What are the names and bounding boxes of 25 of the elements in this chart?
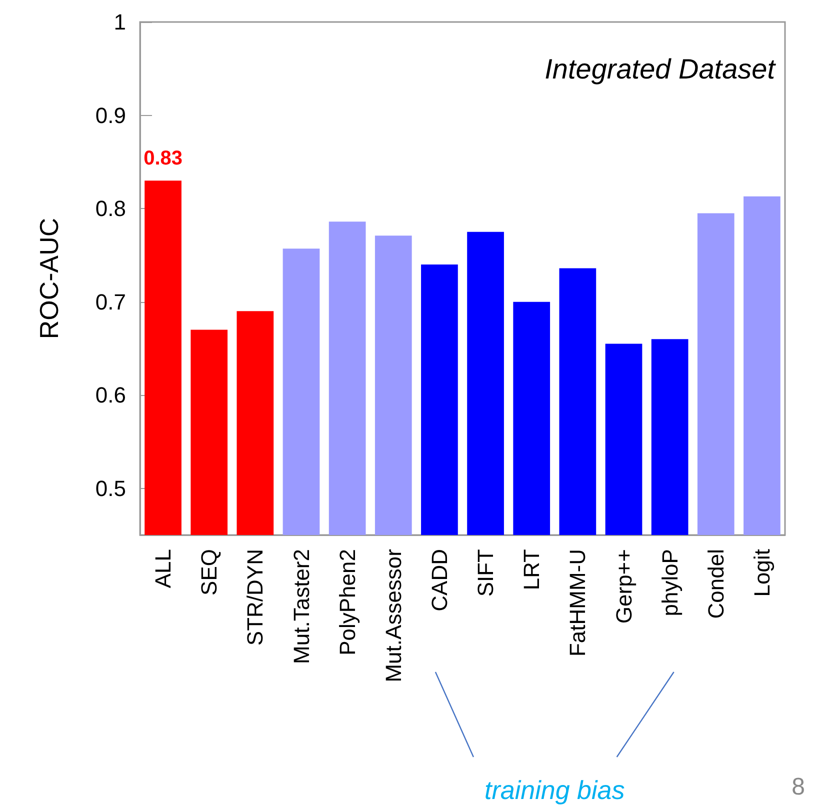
text: training bias (484, 775, 625, 805)
x-tick-label: CADD (426, 549, 452, 612)
x-tick-label: FatHMM-U (565, 549, 590, 657)
y-tick-label: 1 (114, 10, 126, 34)
y-tick-label: 0.8 (95, 196, 126, 222)
x-tick-label: Gerp++ (611, 549, 636, 624)
x-tick-label: PolyPhen2 (334, 549, 360, 656)
x-tick-label: LRT (519, 549, 544, 590)
x-tick-label: SIFT (473, 549, 498, 597)
y-axis-title: ROC-AUC (34, 218, 64, 340)
x-tick-label: ALL (150, 549, 176, 588)
y-tick-label: 0.7 (95, 289, 126, 314)
text: 8 (792, 774, 806, 800)
x-tick-label: SEQ (196, 549, 222, 596)
data-label: 0.83 (144, 148, 183, 170)
y-tick-label: 0.6 (95, 382, 126, 408)
x-tick-label: Mut.Assessor (380, 549, 406, 682)
annotation: Integrated Dataset (544, 54, 776, 84)
x-tick-label: Condel (703, 549, 728, 619)
x-tick-label: STR/DYN (242, 549, 268, 646)
x-tick-label: phyloP (657, 549, 682, 616)
y-tick-label: 0.5 (95, 476, 126, 501)
x-tick-label: Logit (749, 549, 774, 597)
y-tick-label: 0.9 (95, 102, 126, 128)
x-tick-label: Mut.Taster2 (288, 549, 314, 664)
